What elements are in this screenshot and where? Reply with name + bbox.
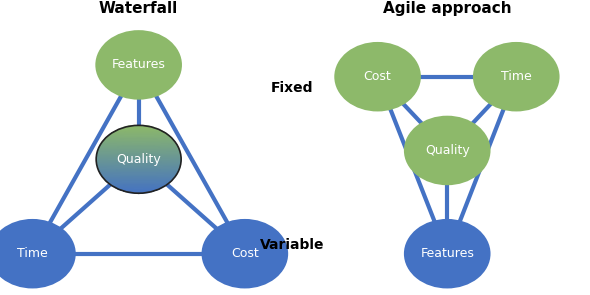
Ellipse shape bbox=[103, 140, 174, 141]
Ellipse shape bbox=[97, 163, 181, 164]
Ellipse shape bbox=[113, 186, 165, 187]
Ellipse shape bbox=[99, 169, 179, 171]
Ellipse shape bbox=[405, 220, 490, 288]
Text: Quality: Quality bbox=[425, 144, 470, 157]
Text: Features: Features bbox=[112, 58, 166, 71]
Text: Cost: Cost bbox=[231, 247, 259, 260]
Ellipse shape bbox=[127, 191, 150, 193]
Ellipse shape bbox=[107, 136, 171, 138]
Ellipse shape bbox=[98, 149, 179, 150]
Ellipse shape bbox=[474, 43, 559, 111]
Ellipse shape bbox=[106, 137, 172, 139]
Ellipse shape bbox=[123, 127, 154, 129]
Ellipse shape bbox=[97, 153, 181, 155]
Ellipse shape bbox=[98, 168, 179, 170]
Ellipse shape bbox=[111, 132, 166, 134]
Ellipse shape bbox=[107, 181, 171, 183]
Ellipse shape bbox=[97, 154, 181, 156]
Ellipse shape bbox=[117, 188, 160, 189]
Ellipse shape bbox=[96, 158, 181, 160]
Ellipse shape bbox=[100, 144, 177, 146]
Ellipse shape bbox=[101, 175, 176, 177]
Ellipse shape bbox=[0, 220, 75, 288]
Ellipse shape bbox=[110, 183, 168, 185]
Ellipse shape bbox=[108, 135, 169, 137]
Ellipse shape bbox=[99, 146, 178, 148]
Ellipse shape bbox=[97, 164, 181, 165]
Text: Waterfall: Waterfall bbox=[99, 1, 178, 17]
Ellipse shape bbox=[97, 167, 180, 169]
Ellipse shape bbox=[96, 155, 181, 157]
Ellipse shape bbox=[123, 190, 154, 192]
Ellipse shape bbox=[108, 182, 169, 184]
Ellipse shape bbox=[101, 174, 176, 176]
Ellipse shape bbox=[101, 143, 176, 145]
Ellipse shape bbox=[103, 176, 175, 178]
Ellipse shape bbox=[202, 220, 287, 288]
Ellipse shape bbox=[120, 189, 158, 191]
Text: Features: Features bbox=[420, 247, 474, 260]
Ellipse shape bbox=[127, 126, 150, 127]
Ellipse shape bbox=[100, 173, 177, 175]
Ellipse shape bbox=[405, 117, 490, 184]
Ellipse shape bbox=[100, 145, 178, 147]
Ellipse shape bbox=[111, 184, 166, 186]
Ellipse shape bbox=[120, 128, 158, 130]
Ellipse shape bbox=[99, 171, 178, 172]
Text: Time: Time bbox=[17, 247, 48, 260]
Ellipse shape bbox=[97, 152, 181, 154]
Ellipse shape bbox=[97, 165, 181, 166]
Ellipse shape bbox=[96, 161, 181, 163]
Ellipse shape bbox=[101, 142, 176, 143]
Ellipse shape bbox=[106, 180, 172, 181]
Ellipse shape bbox=[99, 148, 179, 149]
Ellipse shape bbox=[104, 138, 173, 140]
Ellipse shape bbox=[96, 160, 181, 162]
Ellipse shape bbox=[96, 31, 181, 99]
Ellipse shape bbox=[96, 157, 181, 158]
Text: Time: Time bbox=[501, 70, 532, 83]
Text: Variable: Variable bbox=[260, 238, 325, 252]
Ellipse shape bbox=[115, 130, 162, 132]
Ellipse shape bbox=[97, 151, 180, 153]
Ellipse shape bbox=[110, 134, 168, 135]
Ellipse shape bbox=[103, 141, 175, 142]
Ellipse shape bbox=[97, 150, 180, 152]
Text: Fixed: Fixed bbox=[271, 81, 313, 96]
Text: Cost: Cost bbox=[363, 70, 392, 83]
Ellipse shape bbox=[113, 132, 165, 133]
Ellipse shape bbox=[96, 159, 181, 161]
Ellipse shape bbox=[117, 129, 160, 131]
Ellipse shape bbox=[115, 187, 162, 188]
Ellipse shape bbox=[335, 43, 420, 111]
Ellipse shape bbox=[103, 177, 174, 179]
Ellipse shape bbox=[97, 166, 180, 168]
Text: Agile approach: Agile approach bbox=[383, 1, 512, 17]
Text: Quality: Quality bbox=[116, 153, 161, 166]
Ellipse shape bbox=[104, 178, 173, 180]
Ellipse shape bbox=[100, 172, 178, 173]
